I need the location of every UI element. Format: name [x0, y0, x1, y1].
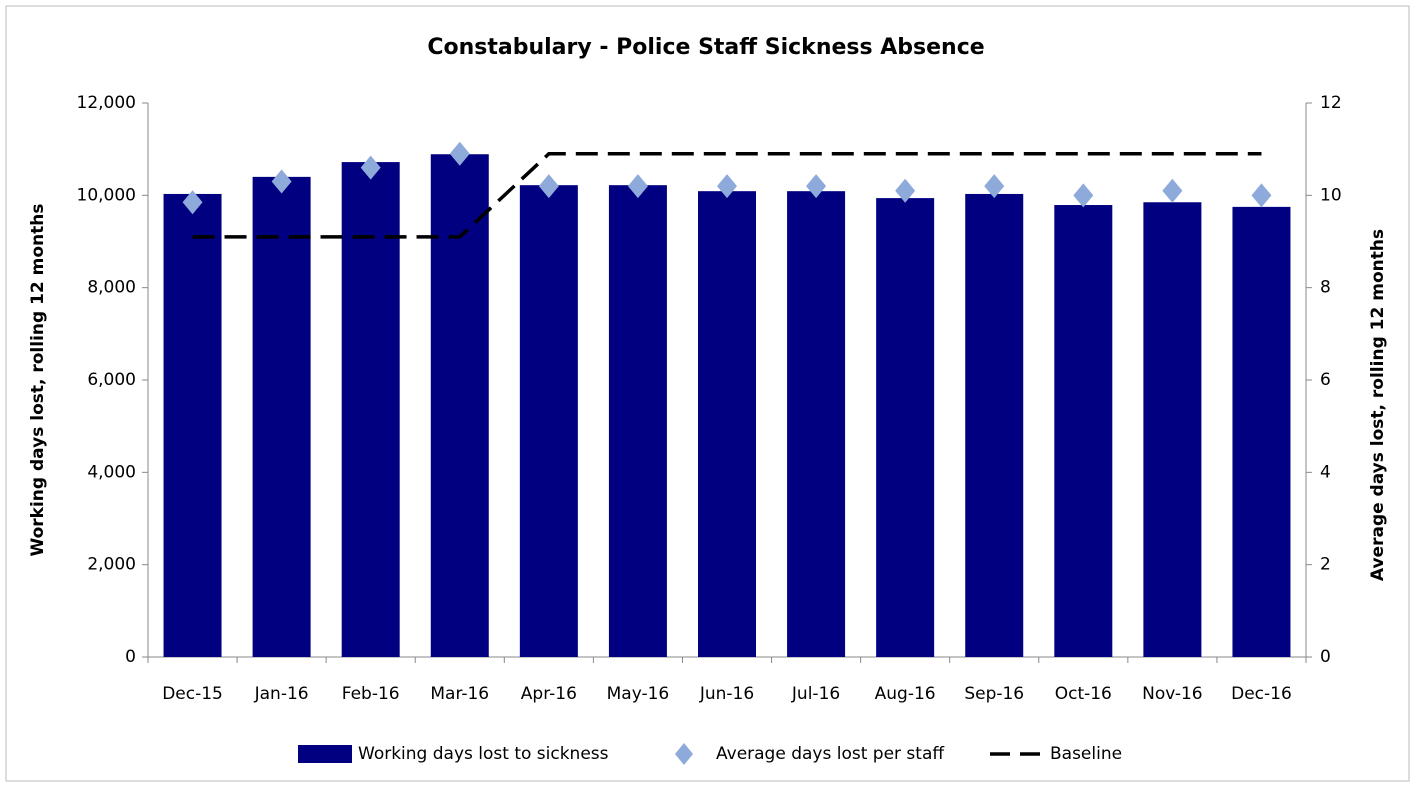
y-tick-label: 6,000: [87, 370, 136, 390]
y2-tick-label: 6: [1320, 370, 1331, 390]
y-tick-label: 2,000: [87, 555, 136, 575]
y-tick-label: 8,000: [87, 278, 136, 298]
bar: [787, 191, 846, 657]
y-axis-label: Working days lost, rolling 12 months: [28, 203, 48, 556]
baseline-line: [192, 152, 1262, 239]
x-tick-label: Dec-16: [1231, 684, 1292, 704]
y2-axis-label: Average days lost, rolling 12 months: [1368, 229, 1388, 581]
marker: [449, 141, 470, 166]
bar: [698, 191, 756, 657]
legend-label: Baseline: [1050, 744, 1122, 764]
x-tick-label: Oct-16: [1055, 684, 1112, 704]
bar: [876, 198, 935, 657]
y-tick-label: 0: [125, 647, 136, 667]
bar: [965, 193, 1024, 657]
bar: [341, 162, 400, 658]
y2-tick-label: 8: [1320, 278, 1331, 298]
marker: [717, 174, 737, 199]
marker: [360, 155, 381, 180]
y2-tick-label: 10: [1320, 185, 1342, 205]
marker: [538, 174, 559, 199]
legend-swatch: [675, 743, 693, 765]
x-tick-label: Nov-16: [1142, 684, 1203, 704]
y2-tick-label: 2: [1320, 555, 1331, 575]
marker: [182, 190, 203, 215]
x-tick-label: Feb-16: [342, 684, 400, 704]
marker: [1073, 183, 1094, 208]
chart-title: Constabulary - Police Staff Sickness Abs…: [427, 35, 984, 60]
legend-swatch: [298, 745, 352, 763]
y2-tick-label: 4: [1320, 462, 1331, 482]
y-tick-label: 4,000: [87, 462, 136, 482]
y2-tick-label: 0: [1320, 647, 1331, 667]
legend-label: Working days lost to sickness: [358, 744, 609, 764]
x-tick-label: Mar-16: [430, 684, 489, 704]
y2-tick-label: 12: [1320, 93, 1342, 113]
marker: [1162, 178, 1183, 203]
bar: [1143, 202, 1202, 657]
x-tick-label: Dec-15: [162, 684, 223, 704]
marker: [271, 169, 292, 194]
marker: [627, 174, 648, 199]
y-tick-label: 10,000: [77, 185, 136, 205]
marker: [1251, 183, 1272, 208]
x-tick-label: Aug-16: [875, 684, 936, 704]
legend-label: Average days lost per staff: [716, 744, 945, 764]
x-tick-label: Jul-16: [791, 684, 840, 704]
bar: [608, 185, 667, 657]
x-tick-label: Sep-16: [964, 684, 1024, 704]
x-tick-label: Apr-16: [521, 684, 577, 704]
bar: [430, 154, 489, 657]
bar: [252, 176, 311, 657]
bar: [1232, 206, 1291, 657]
bar: [163, 193, 222, 657]
x-tick-label: May-16: [607, 684, 670, 704]
bar: [519, 185, 578, 657]
bar: [1054, 205, 1113, 658]
marker: [984, 174, 1005, 199]
x-tick-label: Jan-16: [254, 684, 309, 704]
marker: [895, 178, 916, 203]
x-tick-label: Jun-16: [699, 684, 754, 704]
marker: [806, 174, 827, 199]
y-tick-label: 12,000: [77, 93, 136, 113]
